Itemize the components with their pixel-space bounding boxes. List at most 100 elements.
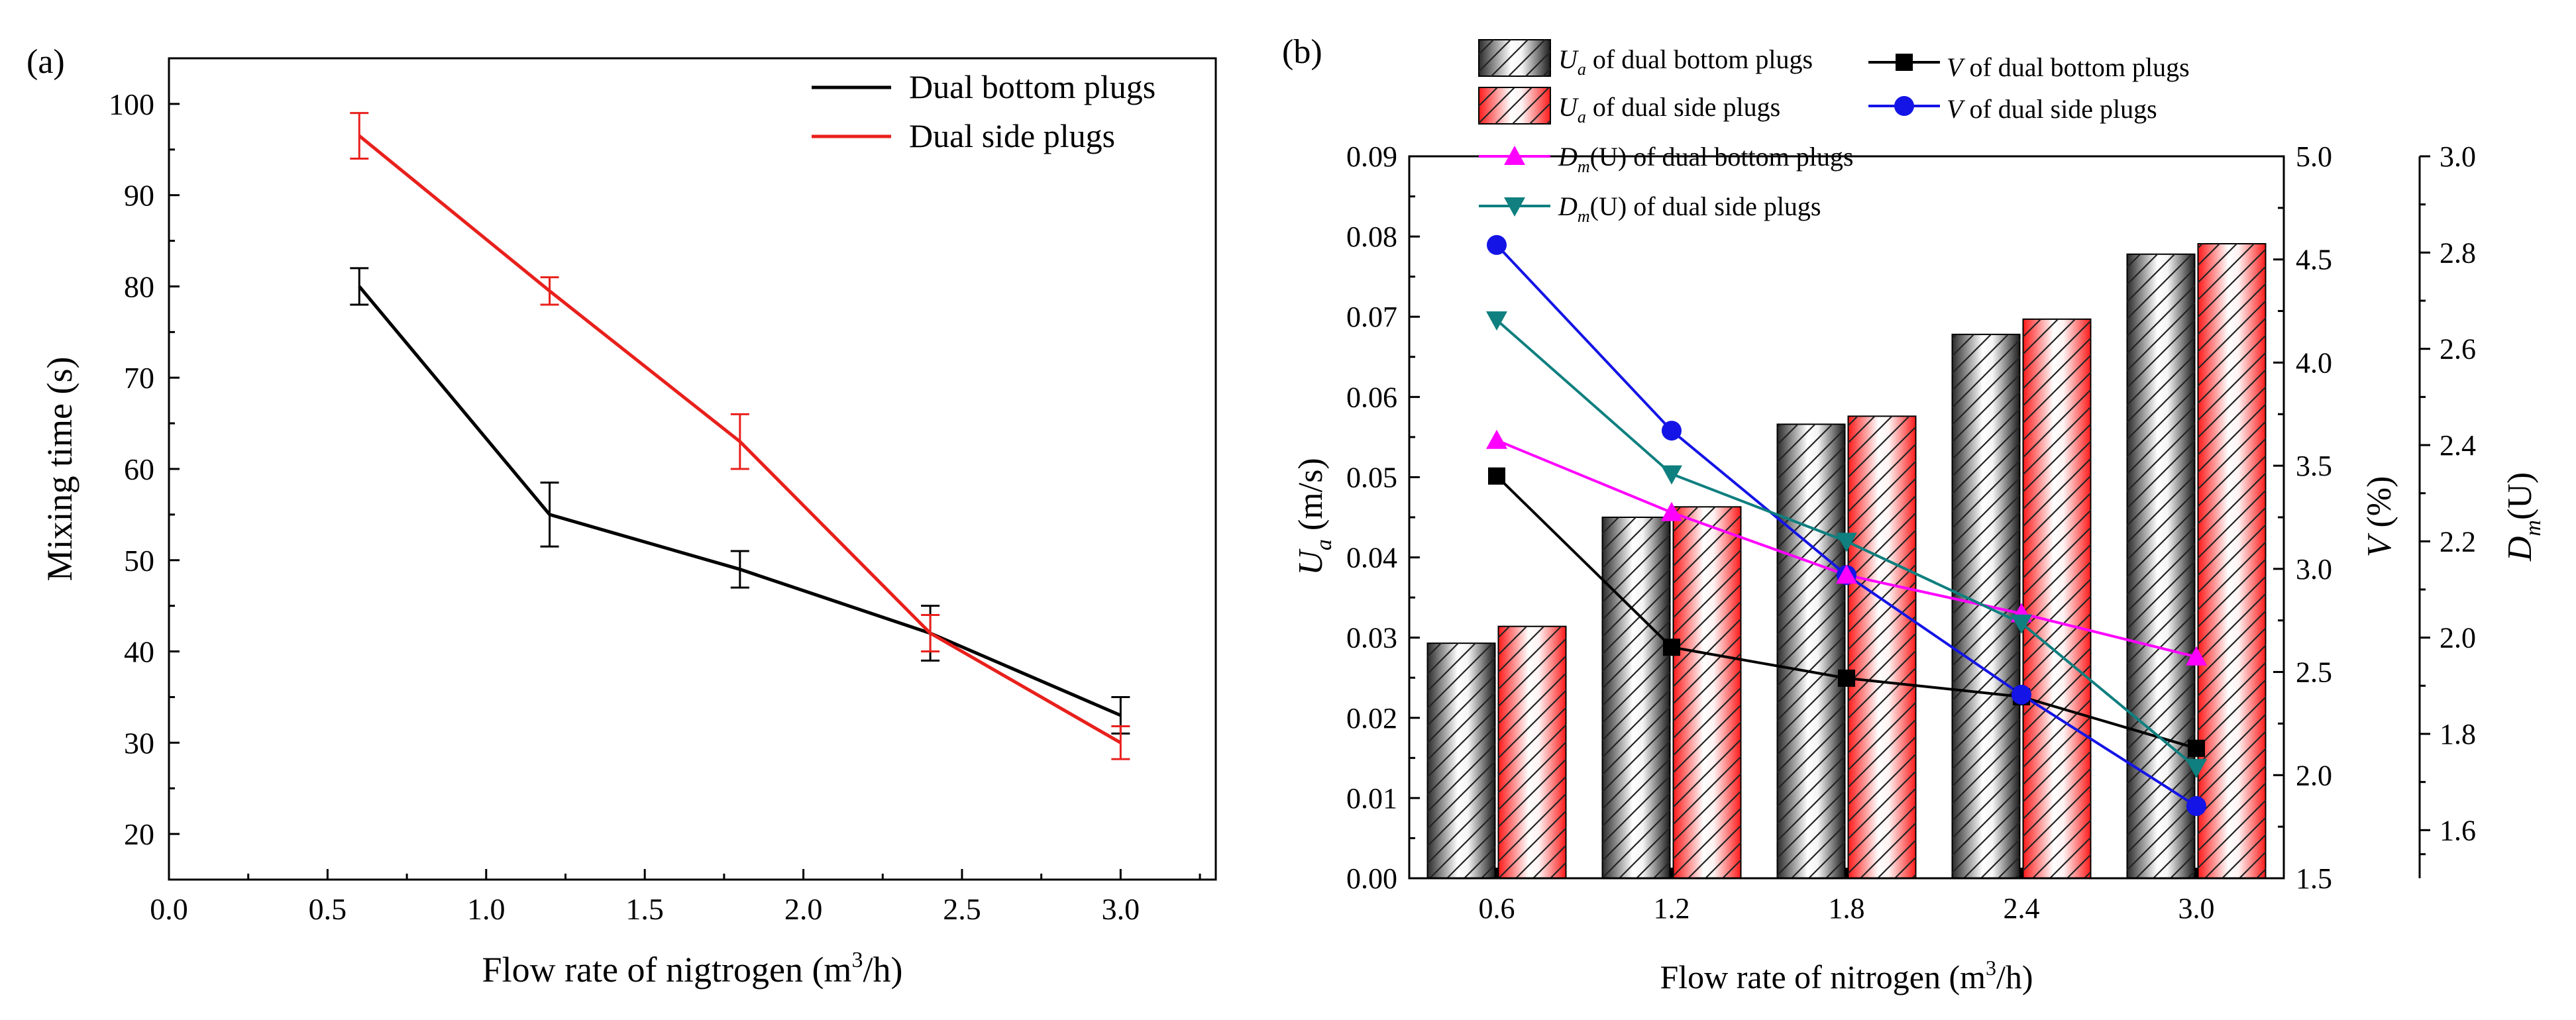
- legend-marker: [1896, 54, 1913, 71]
- right2-tick-label: 3.0: [2440, 140, 2476, 173]
- panel-a-x-axis-title: Flow rate of nigtrogen (m3/h): [482, 948, 903, 990]
- panel-b-right2-axis-title: Dm(U): [2501, 472, 2546, 562]
- right1-tick-label: 2.5: [2296, 656, 2332, 689]
- left-tick-label: 0.06: [1346, 381, 1397, 413]
- series-line-dual-side-plugs: [358, 134, 1122, 744]
- y-tick-label: 80: [124, 270, 154, 303]
- legend-label-ua-bottom: Ua of dual bottom plugs: [1558, 44, 1813, 79]
- x-tick-label: 1.5: [625, 892, 664, 926]
- panel-a-y-axis: 20 30 40 50 60 70 80 90 100: [109, 87, 180, 851]
- right1-tick-label: 3.5: [2296, 450, 2332, 482]
- legend-marker: [1504, 146, 1525, 165]
- left-tick-label: 0.09: [1346, 140, 1397, 173]
- x-tick-label: 0.6: [1479, 892, 1515, 925]
- bar-hatch-ua-of-dual-side-plugs: [2023, 319, 2091, 878]
- right1-tick-label: 4.0: [2296, 346, 2332, 379]
- left-tick-label: 0.02: [1346, 702, 1397, 735]
- point-v-of-dual-bottom-plugs: [1663, 638, 1680, 656]
- point-dm-u-of-dual-side-plugs: [1661, 465, 1682, 485]
- point-v-of-dual-side-plugs: [1662, 421, 1682, 441]
- legend-swatch-ua-bottom-hatch: [1479, 40, 1550, 76]
- series-line-v-of-dual-side-plugs: [1495, 244, 2198, 807]
- right2-tick-label: 2.0: [2440, 622, 2476, 654]
- series-line-dual-bottom-plugs: [358, 285, 1122, 717]
- legend-label-v-bottom: V of dual bottom plugs: [1947, 52, 2190, 82]
- legend-swatch-v-side: [1868, 96, 1940, 116]
- right2-tick-label: 2.6: [2440, 333, 2476, 366]
- x-tick-label: 1.2: [1654, 892, 1690, 925]
- point-dm-u-of-dual-bottom-plugs: [1836, 564, 1857, 584]
- y-tick-label: 50: [124, 544, 154, 578]
- left-tick-label: 0.01: [1346, 782, 1397, 815]
- left-tick-label: 0.04: [1346, 542, 1397, 574]
- point-v-of-dual-side-plugs: [2186, 796, 2206, 816]
- legend-label-dm-side: Dm(U) of dual side plugs: [1558, 191, 1821, 226]
- panel-b-series-lines: [1495, 244, 2198, 807]
- bar-hatch-ua-of-dual-side-plugs: [1498, 626, 1566, 878]
- panel-b-right2-axis: 1.6 1.8 2.0 2.2 2.4 2.6 2.8 3.0: [2420, 140, 2476, 856]
- legend-swatch-dm-bottom: [1479, 146, 1550, 165]
- x-tick-label: 0.0: [150, 892, 188, 926]
- point-dm-u-of-dual-side-plugs: [2186, 758, 2207, 778]
- y-tick-label: 70: [124, 361, 154, 395]
- panel-a: (a) 0.0 0.5 1.0 1.5 2.0 2.5 3.0 20 30 40 50 60 70 80…: [27, 43, 1217, 990]
- panel-b-left-axis: 0.00 0.01 0.02 0.03 0.04 0.05 0.06 0.07 0.08 0.09: [1346, 140, 1420, 895]
- y-tick-label: 90: [124, 179, 154, 213]
- x-tick-label: 2.4: [2004, 892, 2040, 925]
- right2-tick-label: 2.4: [2440, 429, 2476, 462]
- x-tick-label: 3.0: [1102, 892, 1140, 926]
- legend-label-dual-side-plugs: Dual side plugs: [909, 117, 1115, 154]
- x-tick-label: 1.0: [467, 892, 506, 926]
- left-tick-label: 0.07: [1346, 301, 1397, 333]
- panel-b-legend: Ua of dual bottom plugs Ua of dual side …: [1478, 39, 2190, 226]
- series-line-v-of-dual-bottom-plugs: [1495, 475, 2197, 750]
- left-tick-label: 0.00: [1346, 862, 1397, 895]
- y-tick-label: 60: [124, 452, 154, 486]
- panel-a-x-axis: 0.0 0.5 1.0 1.5 2.0 2.5 3.0: [150, 869, 1201, 926]
- bar-hatch-ua-of-dual-side-plugs: [2198, 244, 2266, 878]
- point-v-of-dual-bottom-plugs: [1488, 467, 1505, 485]
- bar-hatch-ua-of-dual-side-plugs: [1848, 416, 1916, 878]
- right1-tick-label: 3.0: [2296, 553, 2332, 586]
- legend-label-dm-bottom: Dm(U) of dual bottom plugs: [1558, 142, 1853, 176]
- point-v-of-dual-side-plugs: [2012, 684, 2031, 705]
- panel-a-y-axis-title: Mixing time (s): [40, 357, 80, 582]
- legend-label-v-side: V of dual side plugs: [1947, 94, 2157, 124]
- left-tick-label: 0.05: [1346, 461, 1397, 493]
- panel-b-x-axis-title: Flow rate of nitrogen (m3/h): [1660, 956, 2033, 995]
- point-v-of-dual-bottom-plugs: [2188, 739, 2205, 757]
- legend-label-ua-side: Ua of dual side plugs: [1558, 92, 1780, 127]
- y-tick-label: 100: [109, 87, 154, 121]
- right2-tick-label: 1.8: [2440, 718, 2476, 750]
- point-dm-u-of-dual-side-plugs: [2011, 614, 2032, 634]
- right1-tick-label: 1.5: [2296, 862, 2332, 895]
- panel-b-right1-axis: 1.5 2.0 2.5 3.0 3.5 4.0 4.5 5.0: [2273, 140, 2332, 895]
- x-tick-label: 0.5: [309, 892, 347, 926]
- right2-tick-label: 2.2: [2440, 525, 2476, 558]
- legend-label-dual-bottom-plugs: Dual bottom plugs: [909, 68, 1155, 105]
- point-dm-u-of-dual-side-plugs: [1486, 311, 1507, 331]
- x-tick-label: 2.5: [943, 892, 981, 926]
- bar-hatch-ua-of-dual-bottom-plugs: [1602, 517, 1670, 878]
- bar-hatch-ua-of-dual-side-plugs: [1673, 507, 1741, 878]
- panel-a-error-bars: [350, 112, 1130, 760]
- right2-tick-label: 1.6: [2440, 814, 2476, 846]
- point-v-of-dual-side-plugs: [1487, 234, 1507, 255]
- bar-hatch-ua-of-dual-bottom-plugs: [2127, 254, 2195, 878]
- panel-a-plot-frame: [168, 57, 1217, 881]
- right1-tick-label: 5.0: [2296, 140, 2332, 173]
- point-v-of-dual-bottom-plugs: [1838, 669, 1855, 687]
- left-tick-label: 0.03: [1346, 622, 1397, 654]
- bar-hatch-ua-of-dual-bottom-plugs: [1777, 424, 1845, 878]
- y-tick-label: 30: [124, 726, 154, 760]
- panel-b-right1-axis-title: V (%): [2361, 476, 2398, 558]
- legend-marker: [1894, 96, 1914, 116]
- point-dm-u-of-dual-bottom-plugs: [1661, 501, 1682, 521]
- point-dm-u-of-dual-bottom-plugs: [2186, 646, 2207, 666]
- legend-swatch-ua-side-hatch: [1479, 87, 1550, 124]
- panel-b-series-markers: [1486, 234, 2207, 816]
- y-tick-label: 20: [124, 817, 154, 851]
- right1-tick-label: 4.5: [2296, 244, 2332, 276]
- panel-b-left-axis-title: Ua (m/s): [1292, 458, 1336, 575]
